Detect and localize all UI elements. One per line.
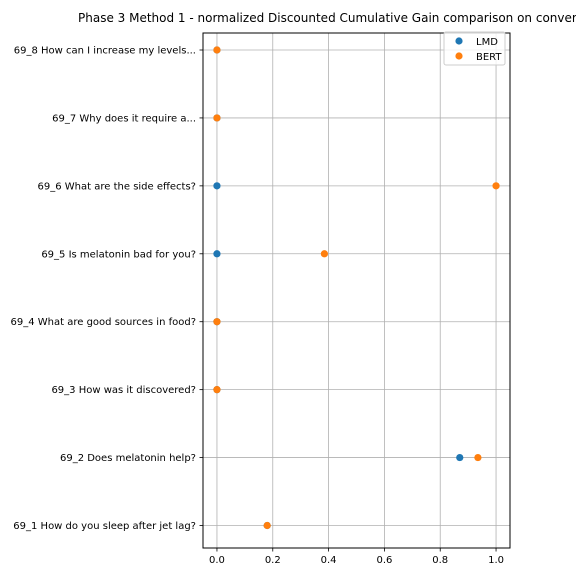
point-bert-1 bbox=[263, 521, 271, 530]
plot-area bbox=[202, 32, 511, 549]
point-bert-5 bbox=[320, 250, 329, 258]
point-lmd-5 bbox=[213, 250, 221, 258]
chart-title: Phase 3 Method 1 - normalized Discounted… bbox=[78, 11, 576, 25]
y-tick-label: 69_2 Does melatonin help? bbox=[60, 453, 196, 464]
y-tick-label: 69_3 How was it discovered? bbox=[51, 385, 196, 396]
x-tick-label: 0.4 bbox=[321, 555, 337, 566]
point-bert-3 bbox=[213, 386, 221, 394]
y-tick-label: 69_4 What are good sources in food? bbox=[11, 317, 196, 328]
legend: LMD BERT bbox=[443, 31, 506, 66]
legend-marker-bert bbox=[455, 52, 463, 60]
data-points bbox=[213, 46, 500, 530]
grid-lines bbox=[203, 33, 510, 548]
y-tick-label: 69_6 What are the side effects? bbox=[38, 181, 196, 192]
y-tick-label: 69_8 How can I increase my levels... bbox=[14, 46, 196, 57]
y-axis: 69_1 How do you sleep after jet lag? 69_2… bbox=[11, 46, 203, 532]
x-tick-label: 0.0 bbox=[209, 555, 225, 566]
point-bert-4 bbox=[213, 318, 221, 326]
y-tick-label: 69_1 How do you sleep after jet lag? bbox=[13, 521, 196, 532]
legend-label-bert: BERT bbox=[476, 52, 502, 63]
x-tick-label: 1.0 bbox=[488, 555, 504, 566]
point-bert-8 bbox=[213, 46, 221, 54]
x-axis: 0.0 0.2 0.4 0.6 0.8 1.0 bbox=[209, 548, 504, 566]
y-tick-label: 69_5 Is melatonin bad for you? bbox=[41, 249, 196, 260]
point-bert-7 bbox=[213, 114, 221, 122]
point-bert-2 bbox=[474, 453, 482, 462]
x-tick-label: 0.8 bbox=[432, 555, 448, 566]
legend-label-lmd: LMD bbox=[476, 37, 498, 48]
x-tick-label: 0.6 bbox=[376, 555, 392, 566]
x-tick-label: 0.2 bbox=[265, 555, 281, 566]
point-lmd-6 bbox=[213, 182, 221, 190]
y-tick-label: 69_7 Why does it require a... bbox=[52, 113, 196, 124]
legend-marker-lmd bbox=[455, 37, 463, 45]
point-bert-6 bbox=[492, 182, 500, 190]
point-lmd-2 bbox=[456, 453, 464, 462]
